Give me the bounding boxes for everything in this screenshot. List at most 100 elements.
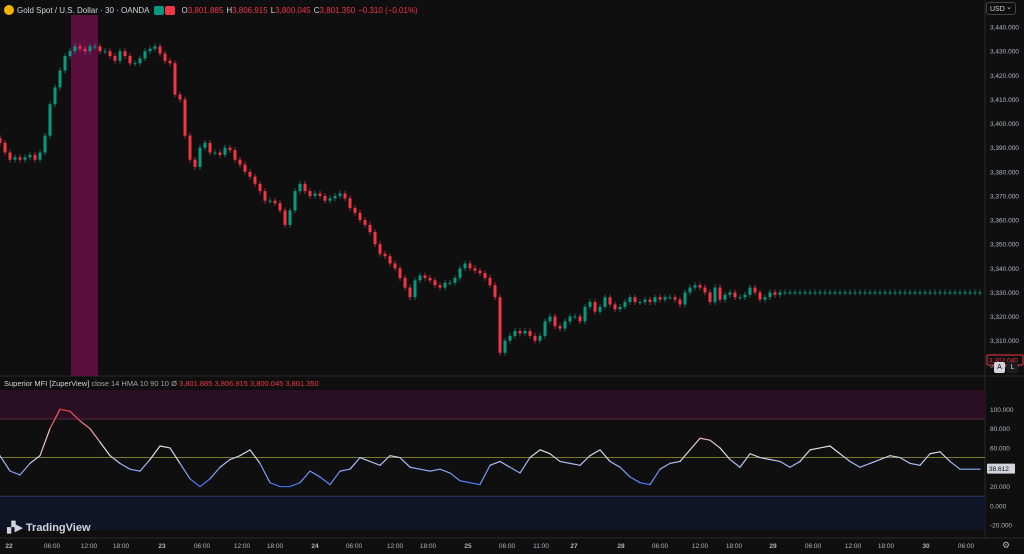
indicator-value-4: 3,801.350 (285, 379, 319, 388)
buy-pill-icon[interactable] (153, 5, 164, 15)
mfi-line-segment (199, 478, 211, 488)
mfi-line-segment (389, 455, 401, 459)
candle-body (458, 268, 462, 278)
candle-body (833, 292, 837, 294)
candle-body (613, 304, 617, 310)
candle-body (848, 292, 852, 294)
high-label: H (226, 5, 233, 15)
candle-body (233, 150, 237, 160)
candle-body (743, 294, 747, 298)
candle-body (493, 285, 497, 298)
candle-body (403, 277, 407, 288)
mfi-line-segment (649, 468, 661, 486)
candle-body (543, 321, 547, 336)
mfi-line-segment (479, 464, 491, 486)
candle-body (8, 152, 12, 160)
settings-gear-icon[interactable]: ⚙ (1002, 540, 1011, 550)
candle-body (178, 94, 182, 100)
time-tick-label: 12:00 (387, 543, 404, 550)
candle-body (718, 287, 722, 300)
candle-body (798, 292, 802, 294)
candle-body (628, 297, 632, 303)
mfi-line-segment (609, 460, 621, 468)
candle-body (713, 287, 717, 303)
time-tick-label: 18:00 (420, 543, 437, 550)
candle-body (368, 224, 372, 233)
candle-body (943, 292, 947, 294)
candle-body (28, 154, 32, 158)
candle-body (548, 316, 552, 322)
mfi-line-segment (259, 462, 271, 484)
mfi-last-label: 38.612 (989, 466, 1009, 473)
candle-body (768, 292, 772, 298)
time-tick-label: 12:00 (692, 543, 709, 550)
mfi-line-segment (739, 453, 751, 468)
candle-body (923, 292, 927, 294)
mfi-line-segment (229, 455, 241, 461)
candle-body (823, 292, 827, 294)
candle-body (263, 191, 267, 201)
mfi-line-segment (599, 449, 611, 463)
symbol-header: Gold Spot / U.S. Dollar · 30 · OANDA O 3,… (4, 3, 418, 17)
candle-body (488, 277, 492, 286)
mfi-line-segment (339, 468, 351, 472)
mfi-line-segment (359, 456, 371, 463)
mfi-line-segment (519, 456, 531, 474)
candle-body (18, 157, 22, 160)
candle-body (163, 53, 167, 61)
candle-body (383, 253, 387, 257)
time-tick-label: 06:00 (346, 543, 363, 550)
currency-selector[interactable]: USD (986, 1, 1016, 15)
mfi-line-segment (539, 449, 551, 455)
candle-body (248, 171, 252, 177)
change-value: −0.310 (−0.01%) (358, 5, 418, 15)
price-tick-label: 3,430.000 (990, 49, 1019, 56)
candle-body (358, 212, 362, 221)
candle-body (143, 51, 147, 59)
mfi-tick-label: 0.000 (990, 503, 1007, 510)
candle-body (398, 268, 402, 278)
candle-body (38, 152, 42, 160)
candle-body (293, 191, 297, 211)
candle-body (463, 263, 467, 269)
candle-body (363, 220, 367, 225)
candle-body (193, 159, 197, 167)
mfi-line-segment (69, 410, 81, 422)
candle-body (588, 302, 592, 307)
price-tick-label: 3,360.000 (990, 218, 1019, 225)
mfi-line-segment (209, 466, 221, 480)
mfi-line-segment (79, 420, 91, 430)
candle-body (253, 176, 257, 184)
candle-body (828, 292, 832, 294)
auto-scale-button[interactable]: A (994, 362, 1005, 373)
candle-body (883, 292, 887, 294)
symbol-title[interactable]: Gold Spot / U.S. Dollar · 30 · OANDA (17, 5, 150, 15)
mfi-line-segment (939, 451, 951, 463)
sell-pill-icon[interactable] (164, 5, 175, 15)
candle-body (583, 306, 587, 322)
mfi-line-segment (919, 453, 931, 466)
tradingview-logo[interactable]: ▞▶ TradingView (7, 521, 91, 535)
indicator-header[interactable]: Superior MFI [ZuperView] close 14 HMA 10… (4, 379, 319, 388)
indicator-value-1: 3,801.885 (179, 379, 213, 388)
candle-body (498, 297, 502, 353)
indicator-name: Superior MFI [ZuperView] (4, 379, 90, 388)
candle-body (598, 306, 602, 312)
candle-body (563, 321, 567, 329)
mfi-line-segment (879, 455, 891, 461)
mfi-line-segment (189, 478, 201, 488)
time-tick-label: 06:00 (958, 543, 975, 550)
candle-body (773, 292, 777, 295)
candle-body (608, 297, 612, 305)
candle-body (708, 292, 712, 303)
candle-body (668, 297, 672, 299)
candle-body (888, 292, 892, 294)
price-tick-label: 3,440.000 (990, 25, 1019, 32)
candle-body (448, 282, 452, 284)
candle-body (878, 292, 882, 294)
log-scale-button[interactable]: L (1007, 362, 1018, 373)
mfi-line-segment (89, 428, 101, 443)
candle-body (438, 285, 442, 288)
mfi-line-segment (319, 476, 331, 486)
